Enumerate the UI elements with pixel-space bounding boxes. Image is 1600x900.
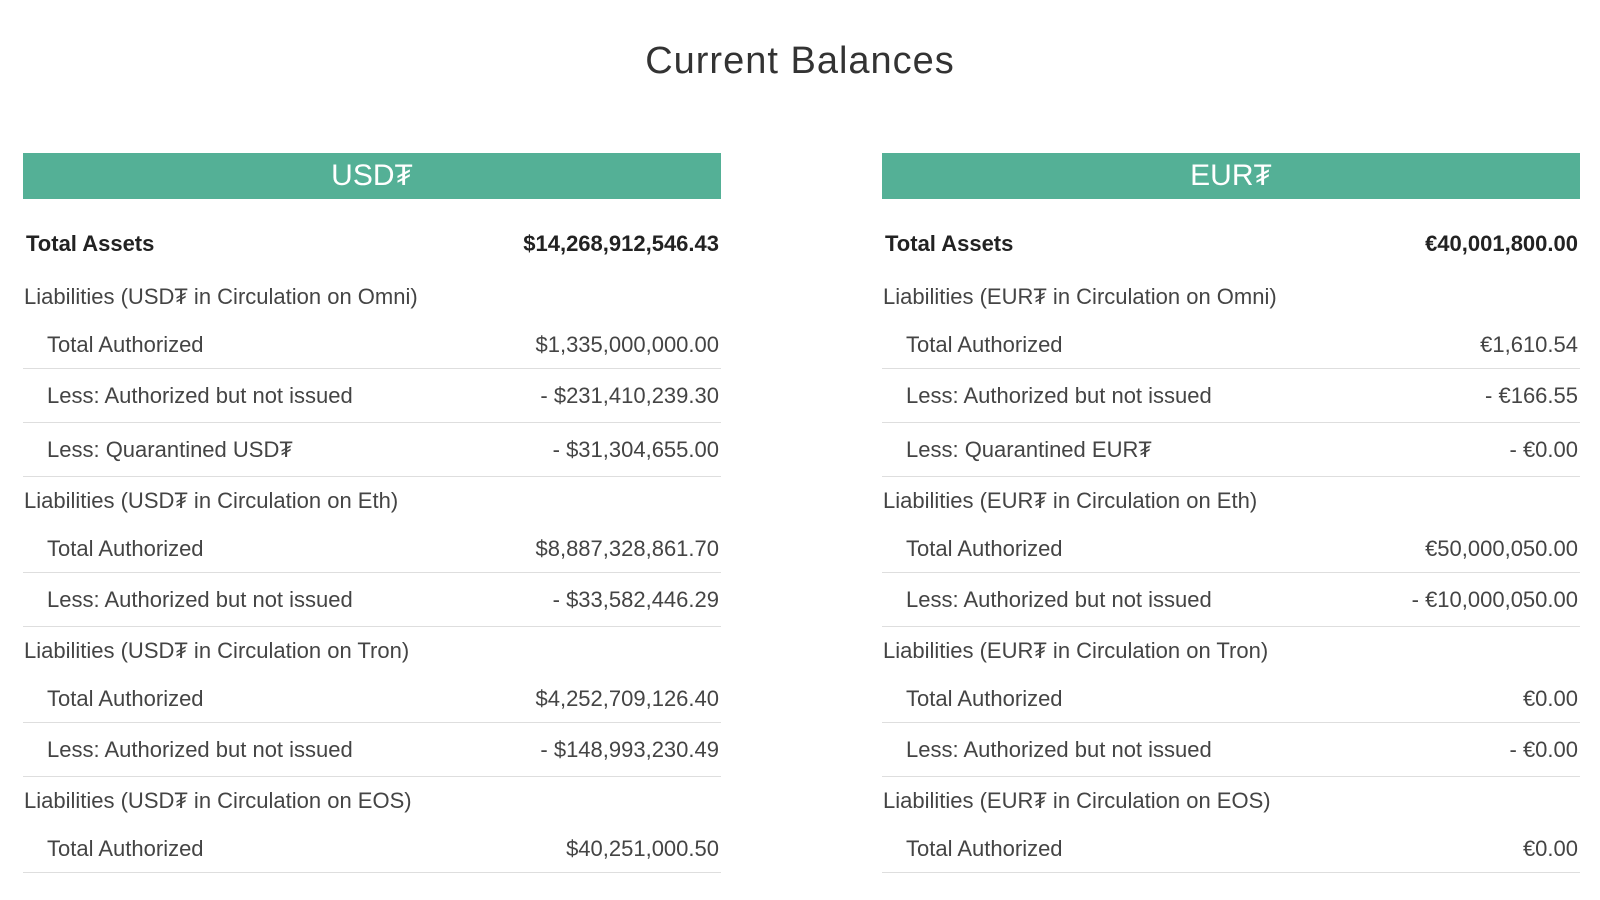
- table-row: Total Authorized €0.00: [882, 825, 1580, 873]
- section-title: Liabilities (USD₮ in Circulation on Eth): [24, 488, 399, 513]
- usdt-total-assets-row: Total Assets $14,268,912,546.43: [23, 229, 721, 259]
- section-title: Liabilities (USD₮ in Circulation on EOS): [24, 788, 412, 813]
- section-title: Liabilities (EUR₮ in Circulation on EOS): [883, 788, 1271, 813]
- eurt-tron-section-title: Liabilities (EUR₮ in Circulation on Tron…: [882, 627, 1580, 675]
- section-title: Liabilities (EUR₮ in Circulation on Eth): [883, 488, 1258, 513]
- row-label: Less: Authorized but not issued: [906, 736, 1212, 762]
- row-label: Total Authorized: [47, 685, 204, 711]
- table-row: Less: Authorized but not issued - $33,58…: [23, 573, 721, 627]
- row-value: - $33,582,446.29: [552, 586, 719, 612]
- row-value: €0.00: [1522, 835, 1578, 861]
- row-value: - €0.00: [1509, 736, 1579, 762]
- table-row: Less: Quarantined EUR₮ - €0.00: [882, 423, 1580, 477]
- section-title: Liabilities (USD₮ in Circulation on Tron…: [24, 638, 410, 663]
- row-label: Less: Quarantined EUR₮: [906, 436, 1152, 462]
- row-label: Total Authorized: [906, 535, 1063, 561]
- eurt-eth-section-title: Liabilities (EUR₮ in Circulation on Eth): [882, 477, 1580, 525]
- row-value: - €166.55: [1485, 382, 1578, 408]
- eurt-eos-section-title: Liabilities (EUR₮ in Circulation on EOS): [882, 777, 1580, 825]
- row-label: Total Authorized: [906, 835, 1063, 861]
- row-value: $4,252,709,126.40: [535, 685, 719, 711]
- total-assets-label: Total Assets: [885, 231, 1014, 256]
- total-assets-label: Total Assets: [26, 231, 155, 256]
- row-value: €0.00: [1522, 685, 1578, 711]
- row-value: - $231,410,239.30: [540, 382, 719, 408]
- row-label: Total Authorized: [47, 535, 204, 561]
- eurt-balance-table: Total Assets €40,001,800.00 Liabilities …: [882, 229, 1580, 873]
- table-row: Total Authorized €0.00: [882, 675, 1580, 723]
- eurt-total-assets-row: Total Assets €40,001,800.00: [882, 229, 1580, 259]
- total-assets-value: €40,001,800.00: [1425, 231, 1578, 256]
- row-label: Total Authorized: [906, 685, 1063, 711]
- row-label: Less: Quarantined USD₮: [47, 436, 293, 462]
- usdt-balance-table: Total Assets $14,268,912,546.43 Liabilit…: [23, 229, 721, 873]
- row-label: Less: Authorized but not issued: [906, 586, 1212, 612]
- usdt-eth-section-title: Liabilities (USD₮ in Circulation on Eth): [23, 477, 721, 525]
- table-row: Less: Authorized but not issued - $231,4…: [23, 369, 721, 423]
- eurt-balance-panel: EUR₮ Total Assets €40,001,800.00 Liabili…: [882, 153, 1580, 873]
- row-label: Total Authorized: [47, 331, 204, 357]
- row-value: €50,000,050.00: [1425, 535, 1578, 561]
- section-title: Liabilities (EUR₮ in Circulation on Omni…: [883, 284, 1277, 309]
- row-value: - €10,000,050.00: [1411, 586, 1578, 612]
- row-label: Total Authorized: [906, 331, 1063, 357]
- usdt-balance-panel: USD₮ Total Assets $14,268,912,546.43 Lia…: [23, 153, 721, 873]
- table-row: Less: Authorized but not issued - €0.00: [882, 723, 1580, 777]
- page-title: Current Balances: [645, 40, 955, 82]
- section-title: Liabilities (EUR₮ in Circulation on Tron…: [883, 638, 1269, 663]
- table-row: Total Authorized $4,252,709,126.40: [23, 675, 721, 723]
- row-value: - $148,993,230.49: [540, 736, 719, 762]
- table-row: Total Authorized €1,610.54: [882, 321, 1580, 369]
- eurt-panel-header: EUR₮: [882, 153, 1580, 199]
- row-label: Less: Authorized but not issued: [906, 382, 1212, 408]
- row-value: - $31,304,655.00: [552, 436, 719, 462]
- row-value: $40,251,000.50: [566, 835, 719, 861]
- row-label: Total Authorized: [47, 835, 204, 861]
- usdt-omni-section-title: Liabilities (USD₮ in Circulation on Omni…: [23, 273, 721, 321]
- table-row: Less: Quarantined USD₮ - $31,304,655.00: [23, 423, 721, 477]
- table-row: Total Authorized €50,000,050.00: [882, 525, 1580, 573]
- table-row: Less: Authorized but not issued - €10,00…: [882, 573, 1580, 627]
- row-label: Less: Authorized but not issued: [47, 586, 353, 612]
- table-row: Total Authorized $40,251,000.50: [23, 825, 721, 873]
- row-value: - €0.00: [1509, 436, 1579, 462]
- usdt-tron-section-title: Liabilities (USD₮ in Circulation on Tron…: [23, 627, 721, 675]
- table-row: Total Authorized $8,887,328,861.70: [23, 525, 721, 573]
- table-row: Less: Authorized but not issued - $148,9…: [23, 723, 721, 777]
- row-value: €1,610.54: [1480, 331, 1578, 357]
- usdt-eos-section-title: Liabilities (USD₮ in Circulation on EOS): [23, 777, 721, 825]
- eurt-omni-section-title: Liabilities (EUR₮ in Circulation on Omni…: [882, 273, 1580, 321]
- row-value: $8,887,328,861.70: [535, 535, 719, 561]
- table-row: Total Authorized $1,335,000,000.00: [23, 321, 721, 369]
- section-title: Liabilities (USD₮ in Circulation on Omni…: [24, 284, 418, 309]
- total-assets-value: $14,268,912,546.43: [523, 231, 719, 256]
- row-label: Less: Authorized but not issued: [47, 736, 353, 762]
- row-value: $1,335,000,000.00: [535, 331, 719, 357]
- table-row: Less: Authorized but not issued - €166.5…: [882, 369, 1580, 423]
- row-label: Less: Authorized but not issued: [47, 382, 353, 408]
- usdt-panel-header: USD₮: [23, 153, 721, 199]
